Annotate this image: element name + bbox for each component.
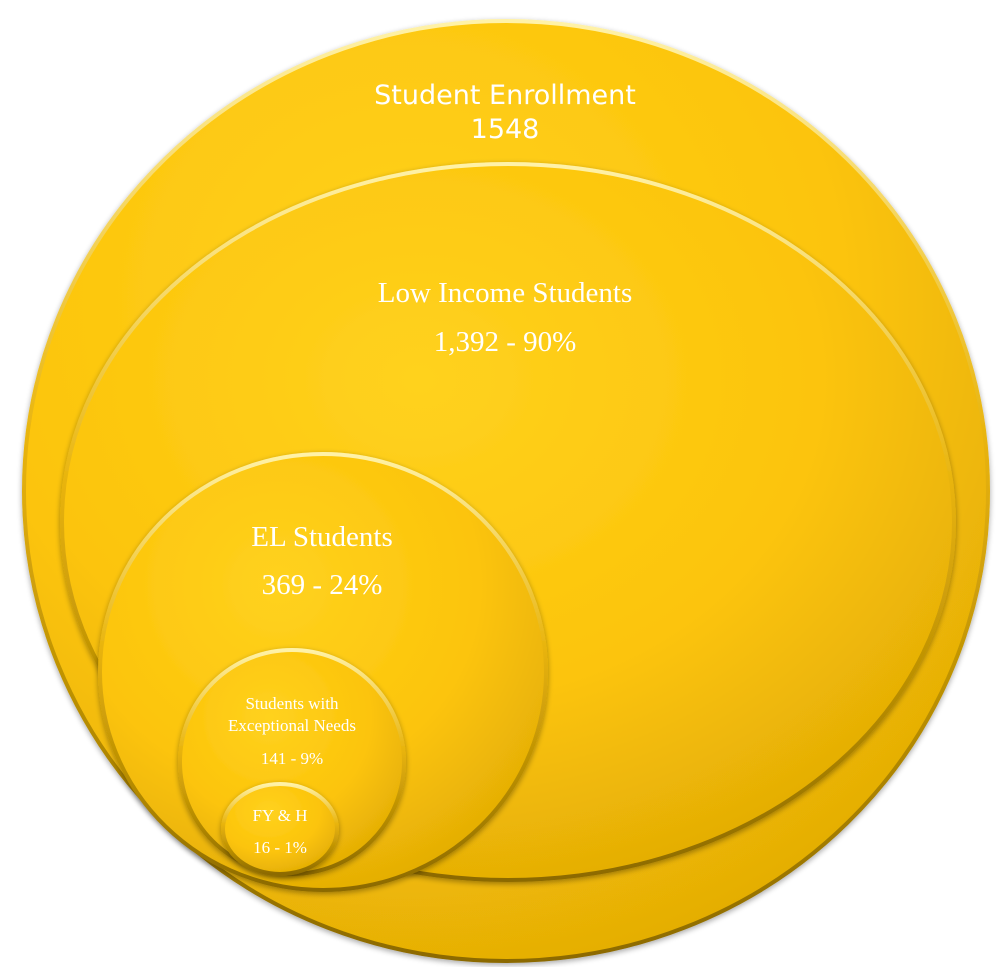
fy-h-label: FY & H	[252, 806, 307, 825]
el-label: EL Students	[251, 521, 393, 553]
student-enrollment-value: 1548	[471, 114, 540, 145]
exceptional-label-line2: Exceptional Needs	[228, 716, 356, 735]
el-value: 369 - 24%	[262, 569, 383, 601]
circle-fy-h-shape	[221, 782, 339, 876]
student-enrollment-label: Student Enrollment	[374, 80, 636, 111]
exceptional-value: 141 - 9%	[261, 749, 323, 768]
low-income-value: 1,392 - 90%	[434, 326, 577, 358]
low-income-label: Low Income Students	[378, 277, 633, 309]
fy-h-value: 16 - 1%	[253, 838, 307, 857]
circle-fy-h: FY & H 16 - 1%	[221, 782, 339, 876]
exceptional-label-line1: Students with	[245, 694, 339, 713]
